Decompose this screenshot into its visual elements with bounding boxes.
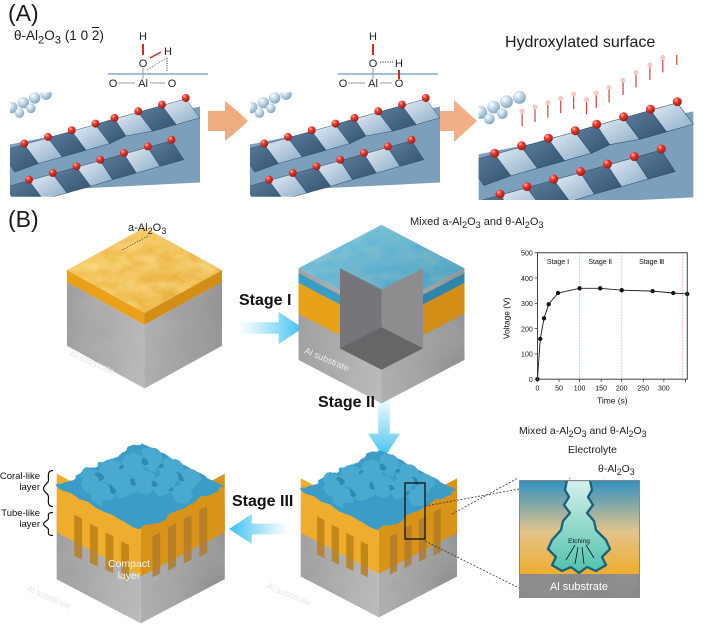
svg-text:O: O: [339, 78, 348, 90]
svg-text:Stage Ⅲ: Stage Ⅲ: [639, 259, 664, 266]
svg-text:Stage Ⅱ: Stage Ⅱ: [588, 259, 612, 266]
svg-text:Etching: Etching: [568, 538, 590, 545]
svg-text:H: H: [369, 31, 377, 43]
svg-text:300: 300: [658, 385, 670, 392]
svg-text:Stage Ⅰ: Stage Ⅰ: [547, 259, 569, 266]
svg-text:Al: Al: [368, 78, 378, 90]
svg-text:100: 100: [574, 385, 586, 392]
svg-text:500: 500: [521, 251, 533, 258]
svg-text:O: O: [109, 78, 118, 90]
svg-text:Al: Al: [138, 78, 148, 90]
svg-text:300: 300: [521, 301, 533, 308]
svg-text:200: 200: [521, 326, 533, 333]
svg-text:O: O: [168, 78, 177, 90]
svg-text:150: 150: [595, 385, 607, 392]
svg-text:50: 50: [555, 385, 563, 392]
svg-text:400: 400: [521, 276, 533, 283]
svg-text:100: 100: [521, 352, 533, 359]
svg-text:Time (s): Time (s): [597, 396, 628, 406]
svg-text:H: H: [139, 31, 147, 43]
svg-text:0: 0: [529, 377, 533, 384]
svg-text:Voltage (V): Voltage (V): [501, 297, 511, 339]
svg-text:H: H: [395, 58, 403, 70]
svg-text:0: 0: [536, 385, 540, 392]
svg-text:Al substrate: Al substrate: [550, 581, 608, 593]
svg-text:200: 200: [616, 385, 628, 392]
svg-text:250: 250: [637, 385, 649, 392]
svg-text:H: H: [164, 46, 172, 58]
svg-text:O: O: [395, 78, 404, 90]
